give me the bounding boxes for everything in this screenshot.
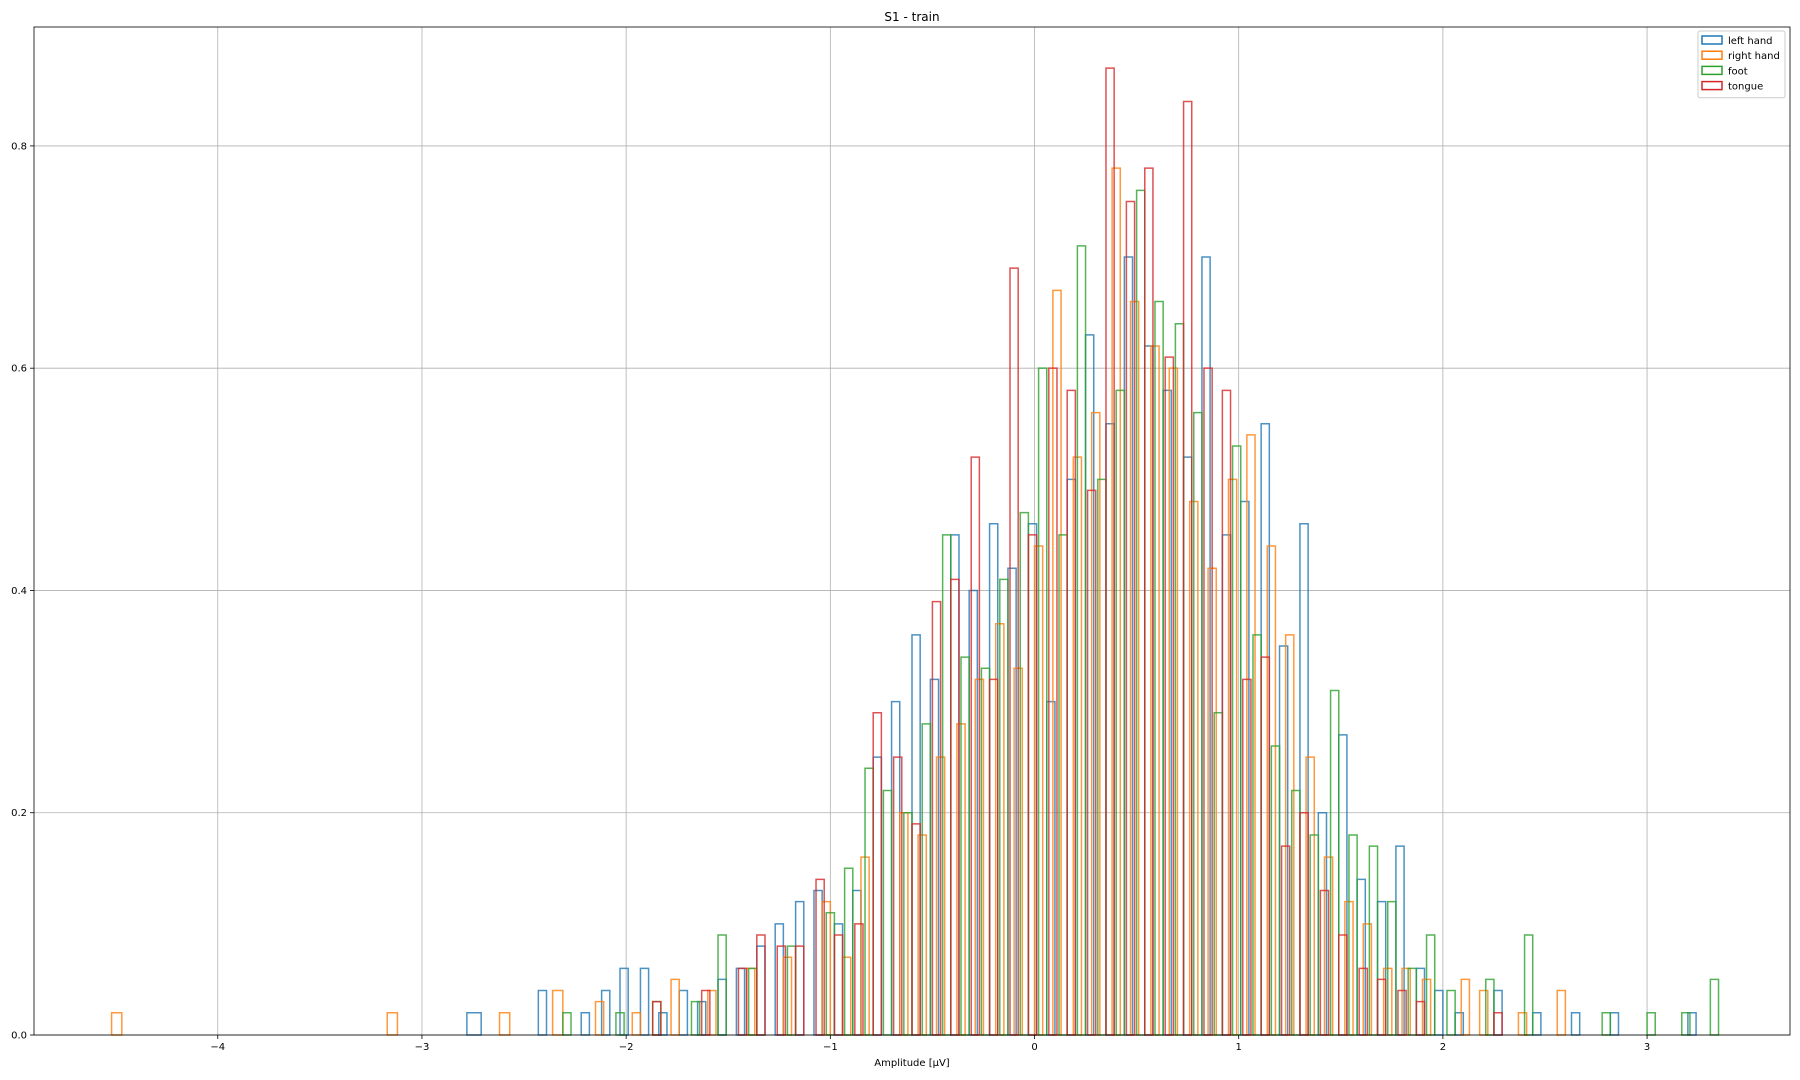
legend-swatch (1701, 35, 1723, 45)
x-tick-label: −1 (823, 1042, 838, 1053)
legend-swatch (1701, 80, 1723, 91)
y-tick-label: 0.6 (11, 364, 27, 375)
chart-title: S1 - train (884, 10, 939, 24)
legend: left hand right hand foot tongue (1697, 30, 1786, 99)
legend-swatch (1701, 50, 1723, 60)
y-tick-label: 0.0 (11, 1031, 27, 1042)
x-tick-label: −3 (415, 1042, 430, 1053)
legend-label: right hand (1728, 51, 1780, 62)
x-tick-label: −2 (619, 1042, 634, 1053)
plot-frame (33, 26, 1791, 1036)
x-tick-label: 3 (1644, 1042, 1650, 1053)
x-axis-ticks: −4 −3 −2 −1 0 1 2 3 (210, 1035, 1650, 1053)
legend-label: foot (1728, 66, 1748, 77)
legend-label: left hand (1728, 36, 1773, 47)
x-tick-label: 1 (1236, 1042, 1242, 1053)
y-tick-label: 0.4 (11, 586, 27, 597)
y-tick-label: 0.2 (11, 808, 27, 819)
x-tick-label: 2 (1440, 1042, 1446, 1053)
x-tick-label: −4 (210, 1042, 225, 1053)
x-axis-label: Amplitude [μV] (874, 1058, 950, 1069)
y-tick-label: 0.8 (11, 141, 27, 152)
y-axis-ticks: 0.0 0.2 0.4 0.6 0.8 (11, 141, 34, 1042)
legend-swatch (1701, 65, 1723, 76)
legend-label: tongue (1728, 82, 1763, 93)
x-tick-label: 0 (1031, 1042, 1037, 1053)
